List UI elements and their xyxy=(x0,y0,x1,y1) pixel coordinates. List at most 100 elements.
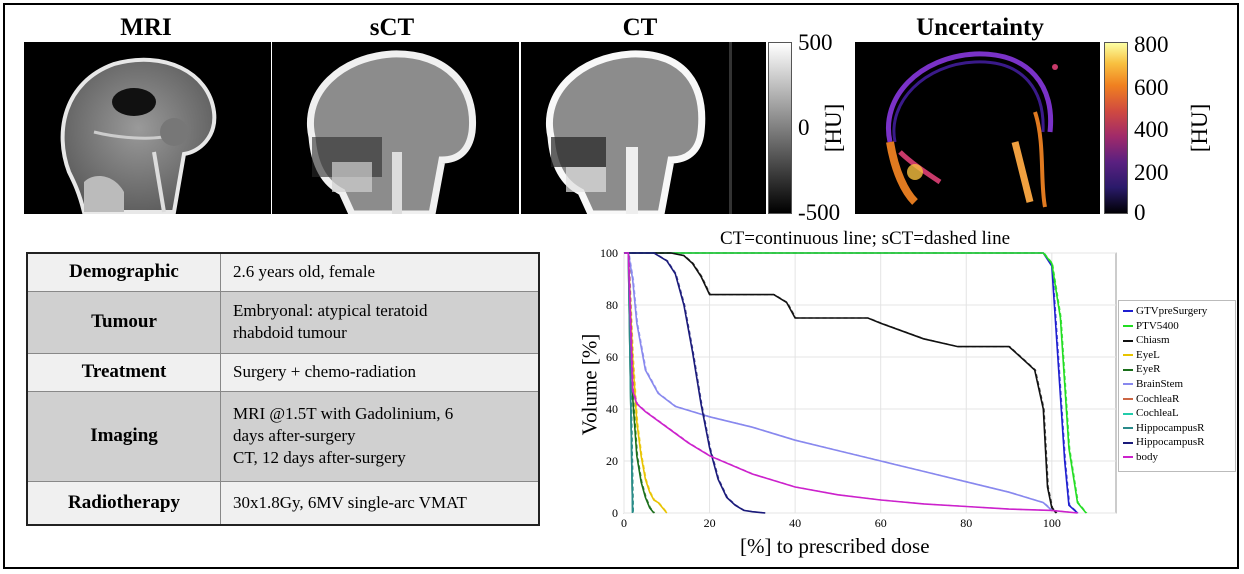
cbar-unc-tick-0: 0 xyxy=(1134,200,1146,225)
legend-label: EyeR xyxy=(1136,363,1161,376)
table-key: Tumour xyxy=(26,290,221,354)
table-row: Treatment Surgery + chemo-radiation xyxy=(26,352,540,392)
legend-swatch xyxy=(1123,412,1133,415)
table-value-line: days after-surgery xyxy=(233,426,356,445)
legend-item: HippocampusR xyxy=(1123,422,1204,436)
legend-swatch xyxy=(1123,398,1133,401)
table-value-line: MRI @1.5T with Gadolinium, 6 xyxy=(233,404,454,423)
table-value: 2.6 years old, female xyxy=(220,252,540,292)
cbar-unc-tick-600: 600 xyxy=(1134,75,1169,100)
table-value: Embryonal: atypical teratoid rhabdoid tum… xyxy=(220,290,540,354)
table-key: Demographic xyxy=(26,252,221,292)
legend-label: BrainStem xyxy=(1136,378,1184,390)
legend-swatch xyxy=(1123,325,1133,328)
colorbar-gray xyxy=(768,42,792,214)
legend-label: HippocampusR xyxy=(1136,421,1205,434)
series-dashed-ptv5400 xyxy=(624,252,1088,514)
legend-item: HippocampusR xyxy=(1123,436,1204,450)
legend-item: PTV5400 xyxy=(1123,320,1179,334)
legend-swatch xyxy=(1123,339,1133,342)
legend-swatch xyxy=(1123,354,1133,357)
legend-label: EyeL xyxy=(1136,348,1160,361)
figure-frame xyxy=(3,3,1239,569)
legend-label: HippocampusR xyxy=(1136,436,1205,449)
legend-item: body xyxy=(1123,451,1158,465)
table-value-line: Surgery + chemo-radiation xyxy=(233,362,416,381)
patient-info-table: Demographic 2.6 years old, female Tumour Em… xyxy=(26,252,540,526)
table-value-line: 2.6 years old, female xyxy=(233,262,376,282)
chart-title: CT=continuous line; sCT=dashed line xyxy=(719,228,1011,249)
table-value-line: CT, 12 days after-surgery xyxy=(233,448,406,467)
table-value: Surgery + chemo-radiation xyxy=(220,352,540,392)
table-row: Tumour Embryonal: atypical teratoid rhabdo… xyxy=(26,290,540,354)
panel-title-mri: MRI xyxy=(120,14,172,41)
table-value-line: 30x1.8Gy, 6MV single-arc VMAT xyxy=(233,492,467,512)
legend-swatch xyxy=(1123,441,1133,444)
cbar-unc-unit: [HU] xyxy=(1187,103,1212,153)
x-tick-label: 40 xyxy=(789,516,801,528)
series-dashed-eyel xyxy=(624,252,669,514)
table-key: Treatment xyxy=(26,352,221,392)
table-row: Radiotherapy 30x1.8Gy, 6MV single-arc VMA… xyxy=(26,480,540,526)
legend-label: Chiasm xyxy=(1136,334,1170,347)
legend-label: PTV5400 xyxy=(1136,319,1179,332)
panel-title-ct: CT xyxy=(622,14,658,41)
legend-label: CochleaL xyxy=(1136,407,1179,420)
table-value-line: rhabdoid tumour xyxy=(233,323,347,342)
table-value: MRI @1.5T with Gadolinium, 6 days after-s… xyxy=(220,390,540,482)
table-key: Radiotherapy xyxy=(26,480,221,526)
colorbar-uncertainty xyxy=(1104,42,1128,214)
series-line-body xyxy=(624,252,1078,514)
panel-title-sct: sCT xyxy=(369,14,415,41)
legend-item: BrainStem xyxy=(1123,378,1183,392)
table-row: Demographic 2.6 years old, female xyxy=(26,252,540,292)
cbar-unc-tick-800: 800 xyxy=(1134,32,1169,57)
y-tick-label: 20 xyxy=(606,454,618,468)
y-axis-label: Volume [%] xyxy=(577,333,602,436)
x-tick-label: 60 xyxy=(875,516,887,528)
y-tick-label: 0 xyxy=(612,506,618,520)
x-axis-label: [%] to prescribed dose xyxy=(740,534,930,558)
x-tick-label: 80 xyxy=(960,516,972,528)
legend-item: EyeR xyxy=(1123,363,1160,377)
panel-title-uncertainty: Uncertainty xyxy=(916,14,1044,41)
y-tick-label: 100 xyxy=(600,246,618,260)
legend-swatch xyxy=(1123,310,1133,313)
y-tick-label: 60 xyxy=(606,350,618,364)
series-dashed-hippocampusr xyxy=(624,252,767,514)
cbar-gray-tick-minus500: -500 xyxy=(798,200,841,225)
table-row: Imaging MRI @1.5T with Gadolinium, 6 days … xyxy=(26,390,540,482)
legend-label: GTVpreSurgery xyxy=(1136,305,1208,317)
legend-swatch xyxy=(1123,456,1133,459)
uncertainty-image xyxy=(855,42,1100,214)
dvh-chart: 0 20 40 60 80 100 0 20 40 60 80 100 xyxy=(600,246,1117,528)
series-line-ptv5400 xyxy=(624,252,1087,514)
chart-legend: GTVpreSurgery PTV5400 Chiasm EyeL EyeR BrainS… xyxy=(1118,300,1236,472)
legend-item: Chiasm xyxy=(1123,334,1170,348)
series-dashed-chiasm xyxy=(624,252,1058,514)
legend-item: EyeL xyxy=(1123,349,1160,363)
legend-item: GTVpreSurgery xyxy=(1123,305,1207,319)
x-tick-label: 20 xyxy=(704,516,716,528)
legend-label: body xyxy=(1136,451,1158,463)
cbar-unc-tick-400: 400 xyxy=(1134,117,1169,142)
series-dashed-brainstem xyxy=(624,252,1054,511)
series-dashed-gtvpresurgery xyxy=(624,252,1079,514)
ct-image xyxy=(521,42,766,214)
cbar-gray-tick-0: 0 xyxy=(798,115,810,140)
x-tick-label: 0 xyxy=(621,516,627,528)
y-tick-label: 40 xyxy=(606,402,618,416)
table-key: Imaging xyxy=(26,390,221,482)
table-value: 30x1.8Gy, 6MV single-arc VMAT xyxy=(220,480,540,526)
x-tick-label: 100 xyxy=(1043,516,1061,528)
legend-label: CochleaR xyxy=(1136,392,1180,405)
mri-image xyxy=(24,42,271,214)
cbar-gray-unit: [HU] xyxy=(821,103,846,153)
plot-area xyxy=(623,252,1117,514)
legend-item: CochleaL xyxy=(1123,407,1179,421)
sct-image xyxy=(272,42,519,214)
table-value-line: Embryonal: atypical teratoid xyxy=(233,301,428,320)
legend-swatch xyxy=(1123,368,1133,371)
legend-swatch xyxy=(1123,383,1133,386)
legend-item: CochleaR xyxy=(1123,393,1179,407)
